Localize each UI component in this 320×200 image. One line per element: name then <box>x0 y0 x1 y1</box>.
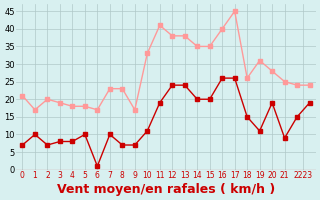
X-axis label: Vent moyen/en rafales ( km/h ): Vent moyen/en rafales ( km/h ) <box>57 183 275 196</box>
